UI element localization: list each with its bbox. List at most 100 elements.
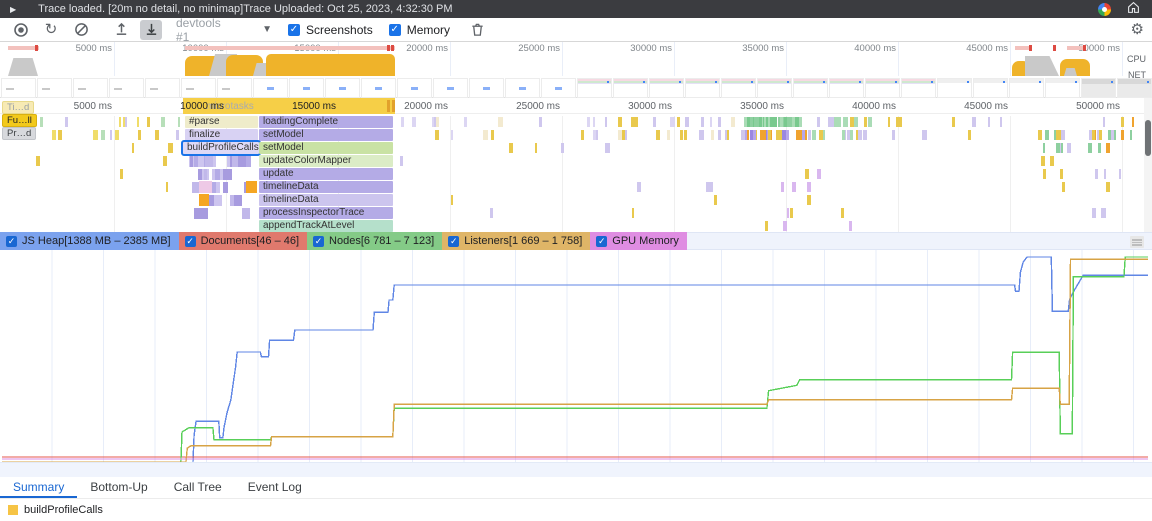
flame-activity-stripe[interactable] <box>713 195 718 205</box>
flame-activity-stripe[interactable] <box>753 130 757 140</box>
flame-activity-stripe[interactable] <box>1107 130 1111 140</box>
flame-event-fragment[interactable] <box>233 194 243 206</box>
flame-activity-stripe[interactable] <box>1106 143 1111 153</box>
flame-activity-stripe[interactable] <box>1053 130 1057 140</box>
flame-event-block[interactable] <box>199 194 209 206</box>
flame-event-fragment[interactable] <box>199 207 208 219</box>
flame-event-fragment[interactable] <box>209 194 218 206</box>
flame-activity-stripe[interactable] <box>783 221 787 231</box>
flame-activity-stripe[interactable] <box>746 130 750 140</box>
flame-activity-stripe[interactable] <box>653 117 657 127</box>
screenshots-checkbox-group[interactable]: ✓ Screenshots <box>288 23 373 37</box>
flame-activity-stripe[interactable] <box>802 130 805 140</box>
flame-activity-stripe[interactable] <box>168 143 173 153</box>
flame-activity-stripe[interactable] <box>853 117 858 127</box>
flame-activity-stripe[interactable] <box>817 117 820 127</box>
history-dropdown[interactable]: devtools #1 ▼ <box>176 16 272 44</box>
flame-activity-stripe[interactable] <box>783 117 787 127</box>
memory-counter-chip[interactable]: ✓ GPU Memory <box>590 232 687 250</box>
flame-activity-stripe[interactable] <box>999 117 1003 127</box>
screenshot-thumbnail[interactable] <box>1081 78 1116 98</box>
flame-activity-stripe[interactable] <box>802 130 807 140</box>
counter-checkbox[interactable]: ✓ <box>6 235 17 247</box>
flame-activity-stripe[interactable] <box>483 130 488 140</box>
flame-activity-stripe[interactable] <box>1131 117 1135 127</box>
save-profile-button[interactable] <box>140 19 162 40</box>
memory-counter-chip[interactable]: ✓ Listeners[1 669 – 1 758] <box>442 232 591 250</box>
flame-activity-stripe[interactable] <box>762 130 767 140</box>
flame-activity-stripe[interactable] <box>684 130 687 140</box>
flame-activity-stripe[interactable] <box>781 182 784 192</box>
flame-activity-stripe[interactable] <box>773 117 778 127</box>
screenshot-thumbnail[interactable] <box>937 78 972 98</box>
screenshot-thumbnail[interactable] <box>109 78 144 98</box>
flame-event[interactable]: setModel <box>259 129 393 141</box>
flame-activity-stripe[interactable] <box>750 117 754 127</box>
flame-activity-stripe[interactable] <box>896 117 901 127</box>
flame-activity-stripe[interactable] <box>888 117 891 127</box>
flame-activity-stripe[interactable] <box>763 117 767 127</box>
flame-event-fragment[interactable] <box>237 155 246 167</box>
flame-activity-stripe[interactable] <box>836 117 841 127</box>
flame-activity-stripe[interactable] <box>592 130 597 140</box>
flame-event[interactable]: buildProfileCalls <box>181 140 261 156</box>
counter-checkbox[interactable]: ✓ <box>448 235 460 247</box>
flame-activity-stripe[interactable] <box>604 117 607 127</box>
flame-activity-stripe[interactable] <box>1091 208 1096 218</box>
memory-counter-chip[interactable]: ✓ Documents[46 – 46] <box>178 232 308 250</box>
flame-activity-stripe[interactable] <box>819 130 823 140</box>
reload-and-record-button[interactable]: ↻ <box>44 21 58 38</box>
collect-garbage-icon[interactable] <box>468 21 486 39</box>
flame-activity-stripe[interactable] <box>535 143 538 153</box>
screenshot-thumbnail[interactable] <box>577 78 612 98</box>
flame-event-fragment[interactable] <box>232 155 240 167</box>
flame-activity-stripe[interactable] <box>635 117 638 127</box>
flame-activity-stripe[interactable] <box>586 117 590 127</box>
flame-event-fragment[interactable] <box>244 155 249 167</box>
flame-activity-stripe[interactable] <box>161 117 166 127</box>
track-chip[interactable]: Pr…d <box>2 127 37 140</box>
screenshot-thumbnail[interactable] <box>289 78 324 98</box>
flame-activity-stripe[interactable] <box>400 156 404 166</box>
flame-activity-stripe[interactable] <box>463 117 468 127</box>
flame-activity-stripe[interactable] <box>630 117 636 127</box>
flame-activity-stripe[interactable] <box>807 130 812 140</box>
screenshot-thumbnail[interactable] <box>829 78 864 98</box>
flame-activity-stripe[interactable] <box>701 117 704 127</box>
flame-activity-stripe[interactable] <box>119 117 122 127</box>
flame-activity-stripe[interactable] <box>1038 130 1042 140</box>
flame-activity-stripe[interactable] <box>65 117 69 127</box>
home-icon[interactable] <box>1127 1 1140 17</box>
flame-activity-stripe[interactable] <box>821 130 826 140</box>
flame-event[interactable]: #parse <box>185 116 258 128</box>
flame-activity-stripe[interactable] <box>781 130 786 140</box>
screenshot-thumbnail[interactable] <box>649 78 684 98</box>
flame-activity-stripe[interactable] <box>1045 130 1050 140</box>
flame-activity-stripe[interactable] <box>605 143 610 153</box>
flame-activity-stripe[interactable] <box>744 130 748 140</box>
flame-activity-stripe[interactable] <box>132 143 135 153</box>
flame-event-fragment[interactable] <box>214 168 220 180</box>
counter-checkbox[interactable]: ✓ <box>596 235 608 247</box>
flame-activity-stripe[interactable] <box>147 117 150 127</box>
flame-activity-stripe[interactable] <box>433 117 436 127</box>
flame-activity-stripe[interactable] <box>817 169 821 179</box>
flame-event-fragment[interactable] <box>192 181 198 193</box>
flame-activity-stripe[interactable] <box>685 117 690 127</box>
flame-activity-stripe[interactable] <box>789 117 793 127</box>
flame-activity-stripe[interactable] <box>1097 130 1100 140</box>
flame-activity-stripe[interactable] <box>789 208 794 218</box>
flame-activity-stripe[interactable] <box>778 117 781 127</box>
memory-counter-chip[interactable]: ✓ JS Heap[1388 MB – 2385 MB] <box>0 232 179 250</box>
memory-chart-canvas[interactable] <box>0 250 1152 463</box>
flame-activity-stripe[interactable] <box>39 117 44 127</box>
flame-activity-stripe[interactable] <box>951 117 955 127</box>
load-profile-button[interactable] <box>112 21 130 39</box>
flame-activity-stripe[interactable] <box>724 130 729 140</box>
flame-activity-stripe[interactable] <box>1121 117 1124 127</box>
flame-activity-stripe[interactable] <box>115 130 119 140</box>
flame-activity-stripe[interactable] <box>1103 208 1107 218</box>
tab-event-log[interactable]: Event Log <box>247 480 302 494</box>
flame-event-fragment[interactable] <box>226 168 232 180</box>
